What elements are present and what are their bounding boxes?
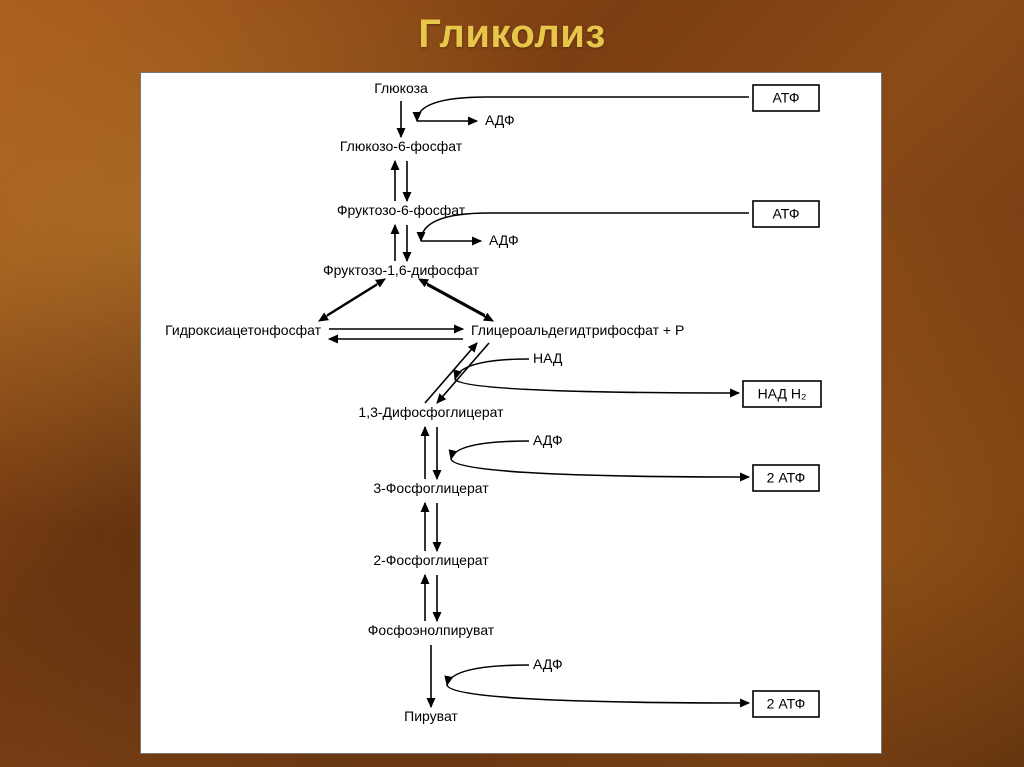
- lbl-glucose: Глюкоза: [374, 80, 428, 96]
- box-atp-in-1: АТФ: [753, 85, 819, 111]
- lbl-f16bp: Фруктозо-1,6-дифосфат: [323, 262, 480, 278]
- lbl-adp-2: АДФ: [489, 232, 519, 248]
- diagram-panel: Глюкоза Глюкозо-6-фосфат Фруктозо-6-фосф…: [140, 72, 882, 754]
- lbl-dhap: Гидроксиацетонфосфат: [165, 322, 322, 338]
- box-nadh-out: НАД H₂: [743, 381, 821, 407]
- slide-title: Гликолиз: [0, 12, 1024, 57]
- lbl-g6p: Глюкозо-6-фосфат: [340, 138, 463, 154]
- svg-text:2 АТФ: 2 АТФ: [767, 696, 806, 712]
- atp-in-2-arc: [421, 213, 749, 241]
- adp-in-3-arc: [451, 441, 529, 459]
- arrow-dhap-f16bp-1: [327, 279, 385, 315]
- lbl-adp-1: АДФ: [485, 112, 515, 128]
- lbl-pep: Фосфоэнолпируват: [368, 622, 495, 638]
- arrow-g3p-bpg: [437, 343, 489, 403]
- arrow-bpg-g3p: [425, 343, 477, 403]
- svg-text:АТФ: АТФ: [773, 90, 800, 106]
- svg-text:2 АТФ: 2 АТФ: [767, 470, 806, 486]
- lbl-adp-3: АДФ: [533, 432, 563, 448]
- lbl-pyruvate: Пируват: [404, 708, 458, 724]
- adp-in-4-arc: [447, 665, 529, 685]
- box-atp-in-2: АТФ: [753, 201, 819, 227]
- box-atp-out-1: 2 АТФ: [753, 465, 819, 491]
- nadh-out-arc: [455, 379, 739, 393]
- lbl-f6p: Фруктозо-6-фосфат: [337, 202, 466, 218]
- arrow-f16bp-dhap-1: [319, 285, 377, 321]
- lbl-bpg13: 1,3-Дифосфоглицерат: [358, 404, 504, 420]
- arrow-g3p-f16bp-1: [419, 279, 485, 315]
- svg-text:АТФ: АТФ: [773, 206, 800, 222]
- lbl-pg3: 3-Фосфоглицерат: [373, 480, 489, 496]
- lbl-adp-4: АДФ: [533, 656, 563, 672]
- atp-out-2-arc: [447, 685, 749, 703]
- lbl-pg2: 2-Фосфоглицерат: [373, 552, 489, 568]
- lbl-g3p: Глицероальдегидтрифосфат + P: [471, 322, 684, 338]
- lbl-nad: НАД: [533, 350, 563, 366]
- atp-out-1-arc: [451, 459, 749, 477]
- box-atp-out-2: 2 АТФ: [753, 691, 819, 717]
- glycolysis-diagram: Глюкоза Глюкозо-6-фосфат Фруктозо-6-фосф…: [141, 73, 881, 753]
- svg-text:НАД H₂: НАД H₂: [758, 386, 807, 402]
- arrow-f16bp-g3p-1: [427, 285, 493, 321]
- atp-in-1-arc: [417, 97, 749, 121]
- slide: Гликолиз Глюкоза Глюкозо-6-фосфат Фрукто…: [0, 0, 1024, 767]
